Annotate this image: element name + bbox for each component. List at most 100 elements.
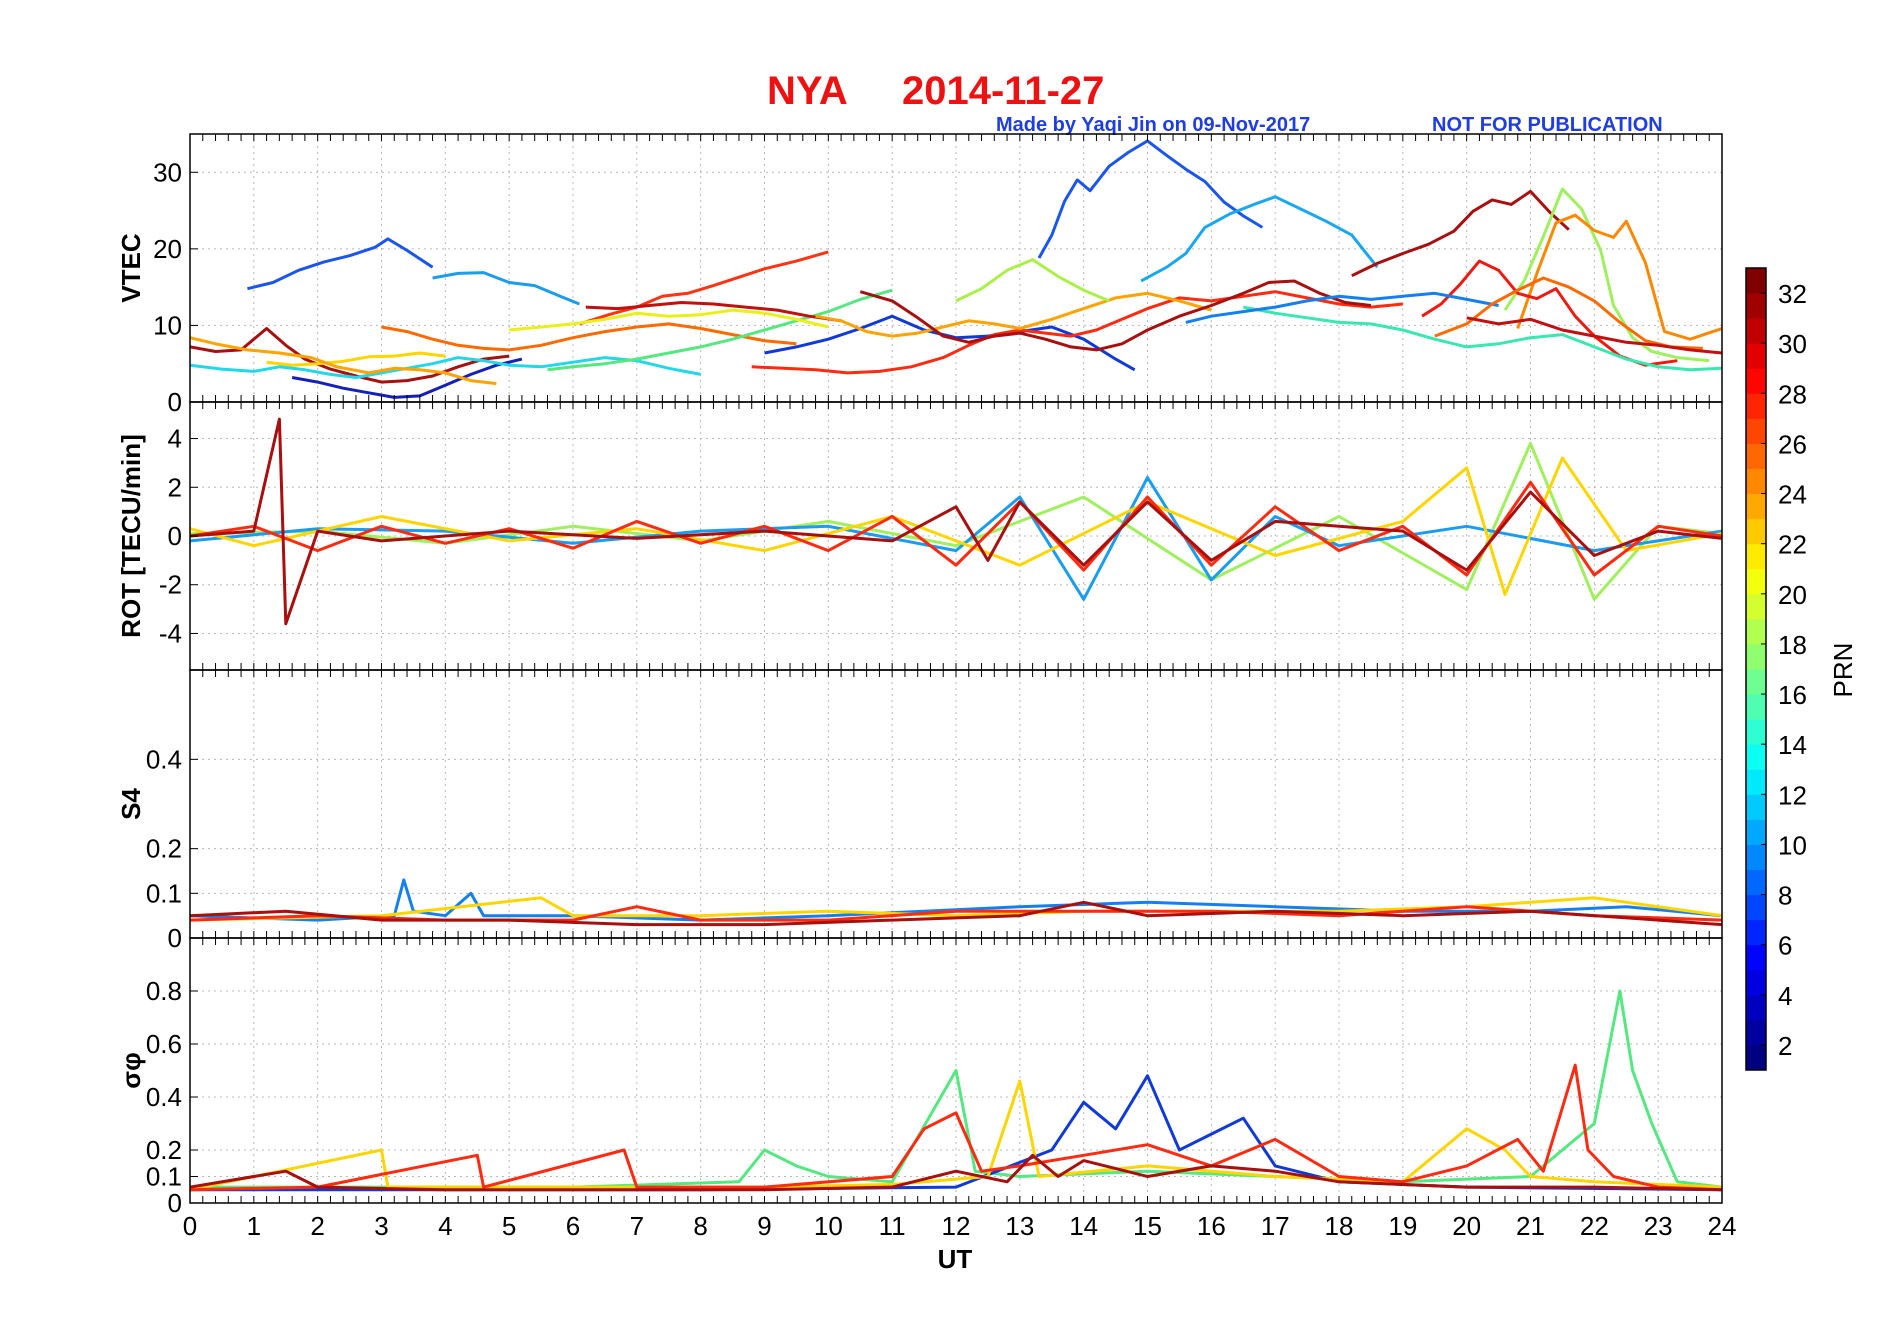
y-axis-label-s4: S4 bbox=[116, 788, 146, 820]
series-line-prn-20 bbox=[509, 308, 829, 332]
colorbar-tick-label: 32 bbox=[1778, 279, 1807, 309]
chart-title-station: NYA bbox=[767, 69, 848, 113]
colorbar-band bbox=[1746, 944, 1766, 971]
series-line-prn-22 bbox=[190, 1079, 1722, 1192]
colorbar-tick-label: 12 bbox=[1778, 780, 1807, 810]
colorbar-band bbox=[1746, 418, 1766, 444]
series-line-prn-9 bbox=[432, 271, 580, 306]
colorbar-band bbox=[1746, 443, 1766, 469]
y-tick-label: 30 bbox=[153, 157, 182, 187]
x-tick-label: 12 bbox=[942, 1211, 971, 1241]
colorbar-tick-label: 8 bbox=[1778, 881, 1792, 911]
colorbar-band bbox=[1746, 568, 1766, 595]
series-line-prn-26 bbox=[1434, 276, 1703, 350]
x-tick-label: 0 bbox=[183, 1211, 197, 1241]
x-tick-label: 23 bbox=[1644, 1211, 1673, 1241]
colorbar-band bbox=[1746, 894, 1766, 921]
x-axis-label: UT bbox=[938, 1244, 973, 1274]
y-tick-label: 0.2 bbox=[146, 1135, 182, 1165]
series-group bbox=[190, 989, 1722, 1192]
y-tick-label: 0.4 bbox=[146, 1082, 182, 1112]
x-tick-label: 5 bbox=[502, 1211, 516, 1241]
colorbar-band bbox=[1746, 994, 1766, 1021]
panel-vtec: 0 10 20 30 VTEC bbox=[116, 133, 1723, 417]
colorbar-tick-label: 6 bbox=[1778, 931, 1792, 961]
series-line-prn-17 bbox=[190, 441, 1722, 601]
colorbar-band bbox=[1746, 819, 1766, 845]
colorbar-band bbox=[1746, 694, 1766, 720]
x-tick-label: 2 bbox=[310, 1211, 324, 1241]
colorbar-band bbox=[1746, 518, 1766, 545]
colorbar-band bbox=[1746, 669, 1766, 695]
colorbar-band bbox=[1746, 593, 1766, 620]
y-tick-label: 0 bbox=[168, 521, 182, 551]
x-tick-label: 13 bbox=[1005, 1211, 1034, 1241]
series-line-prn-31 bbox=[190, 1153, 1722, 1192]
x-tick-label: 10 bbox=[814, 1211, 843, 1241]
colorbar-band bbox=[1746, 869, 1766, 896]
series-line-prn-22 bbox=[266, 351, 446, 367]
x-tick-label: 22 bbox=[1580, 1211, 1609, 1241]
series-line-prn-31 bbox=[190, 327, 510, 384]
x-tick-label: 6 bbox=[566, 1211, 580, 1241]
x-tick-label: 3 bbox=[374, 1211, 388, 1241]
colorbar-tick-label: 10 bbox=[1778, 830, 1807, 860]
series-line-prn-28 bbox=[190, 480, 1722, 577]
y-tick-label: 0.1 bbox=[146, 1162, 182, 1192]
series-line-prn-17 bbox=[1503, 187, 1710, 363]
colorbar-band bbox=[1746, 769, 1766, 795]
y-tick-label: -2 bbox=[159, 570, 182, 600]
y-tick-label: 2 bbox=[168, 472, 182, 502]
series-line-prn-31 bbox=[1351, 189, 1570, 278]
colorbar-band bbox=[1746, 618, 1766, 645]
colorbar-band bbox=[1746, 493, 1766, 520]
y-axis-label-vtec: VTEC bbox=[116, 233, 146, 303]
credit-note: Made by Yaqi Jin on 09-Nov-2017 bbox=[996, 114, 1310, 136]
y-axis-label-rot: ROT [TECU/min] bbox=[116, 434, 146, 638]
colorbar-band bbox=[1746, 543, 1766, 570]
colorbar-tick-label: 16 bbox=[1778, 680, 1807, 710]
colorbar-tick-label: 18 bbox=[1778, 630, 1807, 660]
series-line-prn-29 bbox=[1421, 259, 1678, 367]
series-line-prn-31 bbox=[190, 900, 1722, 927]
series-line-prn-16 bbox=[190, 989, 1722, 1189]
colorbar-band bbox=[1746, 368, 1766, 394]
chart-title-date: 2014-11-27 bbox=[902, 69, 1104, 113]
colorbar-tick-label: 28 bbox=[1778, 379, 1807, 409]
colorbar-band bbox=[1746, 343, 1766, 369]
series-line-prn-28 bbox=[190, 1063, 1722, 1192]
series-line-prn-7 bbox=[1037, 139, 1264, 259]
y-tick-label: 4 bbox=[168, 424, 182, 454]
series-line-prn-12 bbox=[190, 356, 701, 379]
colorbar-tick-label: 2 bbox=[1778, 1031, 1792, 1061]
series-line-prn-24 bbox=[815, 291, 1212, 338]
series-line-prn-24 bbox=[190, 336, 497, 386]
colorbar-tick-label: 20 bbox=[1778, 580, 1807, 610]
y-tick-label: 0.2 bbox=[146, 834, 182, 864]
x-tick-label: 16 bbox=[1197, 1211, 1226, 1241]
colorbar-band bbox=[1746, 719, 1766, 745]
y-tick-label: 0.1 bbox=[146, 878, 182, 908]
colorbar-band bbox=[1746, 1019, 1766, 1046]
series-line-prn-14 bbox=[1243, 305, 1722, 372]
colorbar-tick-label: 14 bbox=[1778, 730, 1807, 760]
series-group bbox=[190, 878, 1722, 927]
series-line-prn-28 bbox=[751, 290, 1403, 375]
x-tick-label: 4 bbox=[438, 1211, 452, 1241]
colorbar-band bbox=[1746, 318, 1766, 344]
series-line-prn-8 bbox=[1185, 291, 1499, 324]
y-tick-label: -4 bbox=[159, 618, 182, 648]
colorbar-frame bbox=[1745, 267, 1767, 1071]
series-line-prn-16 bbox=[547, 288, 893, 372]
y-tick-label: 20 bbox=[153, 234, 182, 264]
series-line-prn-31 bbox=[190, 417, 1722, 626]
y-tick-label: 10 bbox=[153, 310, 182, 340]
colorbar-tick-label: 24 bbox=[1778, 480, 1807, 510]
colorbar-band bbox=[1746, 393, 1766, 419]
colorbar-tick-label: 4 bbox=[1778, 981, 1792, 1011]
x-tick-label: 15 bbox=[1133, 1211, 1162, 1241]
x-tick-label: 14 bbox=[1069, 1211, 1098, 1241]
colorbar-band bbox=[1746, 794, 1766, 820]
